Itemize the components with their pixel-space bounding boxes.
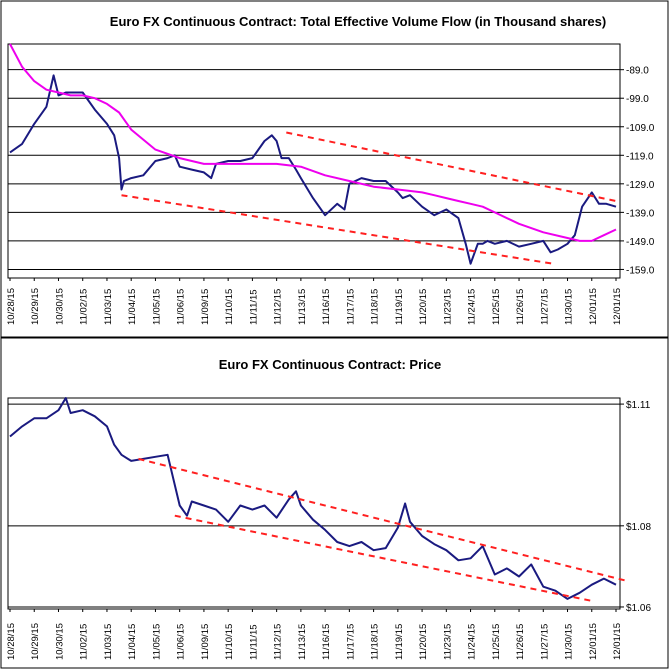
trendline: [138, 457, 626, 582]
chart-title: Euro FX Continuous Contract: Total Effec…: [110, 14, 606, 29]
y-axis-ticks: -89.0 -99.0 -109.0 -119.0 -129.0 -139.0 -149.0…: [620, 66, 655, 276]
grid-lines: [8, 403, 620, 608]
y-tick-label: -119.0: [626, 151, 654, 162]
x-tick-label: 10/30/15: [54, 288, 65, 325]
x-tick-label: 11/10/15: [224, 624, 235, 660]
x-tick-label: 11/12/15: [273, 624, 284, 660]
y-tick-label: $1.11: [626, 400, 651, 411]
x-tick-label: 12/01/15: [612, 623, 623, 660]
x-tick-label: 11/11/15: [248, 624, 259, 660]
trendline: [121, 194, 554, 265]
x-tick-label: 12/01/15: [588, 288, 599, 325]
trendline: [286, 131, 617, 202]
x-tick-label: 11/16/15: [321, 289, 332, 325]
x-tick-label: 10/28/15: [6, 623, 17, 660]
y-tick-label: -99.0: [626, 94, 649, 105]
x-tick-label: 11/26/15: [515, 624, 526, 660]
y-tick-label: -159.0: [626, 265, 655, 276]
x-tick-label: 11/27/15: [539, 289, 550, 325]
x-tick-label: 11/06/15: [176, 289, 187, 325]
x-tick-label: 10/30/15: [54, 623, 65, 660]
x-tick-label: 12/01/15: [588, 623, 599, 660]
x-tick-label: 11/25/15: [491, 289, 502, 325]
series-lines: [9, 43, 617, 265]
volume-flow-chart: Euro FX Continuous Contract: Total Effec…: [0, 0, 669, 338]
x-tick-label: 11/16/15: [321, 624, 332, 660]
x-tick-label: 11/26/15: [515, 289, 526, 325]
x-tick-label: 11/17/15: [345, 624, 356, 660]
x-axis-ticks: 10/28/15 10/29/15 10/30/15 11/02/15 11/03/15…: [6, 278, 623, 325]
series-line: [9, 74, 617, 265]
x-tick-label: 11/10/15: [224, 289, 235, 325]
x-tick-label: 10/28/15: [6, 288, 17, 325]
x-tick-label: 11/05/15: [151, 289, 162, 325]
y-tick-label: $1.08: [626, 522, 651, 533]
x-tick-label: 12/01/15: [612, 288, 623, 325]
series-line: [9, 43, 617, 242]
x-tick-label: 11/23/15: [442, 289, 453, 325]
x-tick-label: 11/04/15: [127, 624, 138, 660]
x-tick-label: 10/29/15: [30, 288, 41, 325]
x-tick-label: 11/04/15: [127, 289, 138, 325]
x-tick-label: 11/24/15: [467, 289, 478, 325]
plot-area: [7, 43, 621, 279]
x-tick-label: 11/05/15: [151, 624, 162, 660]
x-tick-label: 11/11/15: [248, 289, 259, 325]
x-tick-label: 11/13/15: [297, 289, 308, 325]
x-tick-label: 11/17/15: [345, 289, 356, 325]
x-tick-label: 11/06/15: [176, 624, 187, 660]
x-tick-label: 11/19/15: [394, 624, 405, 660]
y-tick-label: -149.0: [626, 237, 655, 248]
x-tick-label: 11/02/15: [79, 289, 90, 325]
y-tick-label: $1.06: [626, 603, 651, 614]
x-axis-ticks: 10/28/15 10/29/15 10/30/15 11/02/15 11/03/15…: [6, 609, 623, 660]
y-tick-label: -89.0: [626, 66, 649, 77]
x-tick-label: 11/23/15: [442, 624, 453, 660]
x-tick-label: 11/12/15: [273, 289, 284, 325]
price-chart: Euro FX Continuous Contract: Price $1.11…: [0, 337, 669, 669]
x-tick-label: 11/27/15: [539, 624, 550, 660]
series-line: [9, 397, 617, 600]
x-tick-label: 11/13/15: [297, 624, 308, 660]
x-tick-label: 10/29/15: [30, 623, 41, 660]
grid-lines: [8, 69, 620, 270]
x-tick-label: 11/03/15: [103, 624, 114, 660]
x-tick-label: 11/30/15: [564, 289, 575, 325]
series-lines: [9, 397, 626, 602]
x-tick-label: 11/20/15: [418, 289, 429, 325]
y-tick-label: -129.0: [626, 180, 655, 191]
x-tick-label: 11/30/15: [564, 624, 575, 660]
x-tick-label: 11/18/15: [370, 624, 381, 660]
y-tick-label: -139.0: [626, 208, 655, 219]
x-tick-label: 11/18/15: [370, 289, 381, 325]
y-tick-label: -109.0: [626, 123, 655, 134]
x-tick-label: 11/24/15: [467, 624, 478, 660]
x-tick-label: 11/20/15: [418, 624, 429, 660]
x-tick-label: 11/09/15: [200, 624, 211, 660]
chart-title: Euro FX Continuous Contract: Price: [219, 357, 441, 372]
y-axis-ticks: $1.11 $1.08 $1.06: [620, 400, 651, 614]
x-tick-label: 11/25/15: [491, 624, 502, 660]
trendline: [174, 514, 593, 602]
x-tick-label: 11/02/15: [79, 624, 90, 660]
x-tick-label: 11/03/15: [103, 289, 114, 325]
x-tick-label: 11/19/15: [394, 289, 405, 325]
x-tick-label: 11/09/15: [200, 289, 211, 325]
